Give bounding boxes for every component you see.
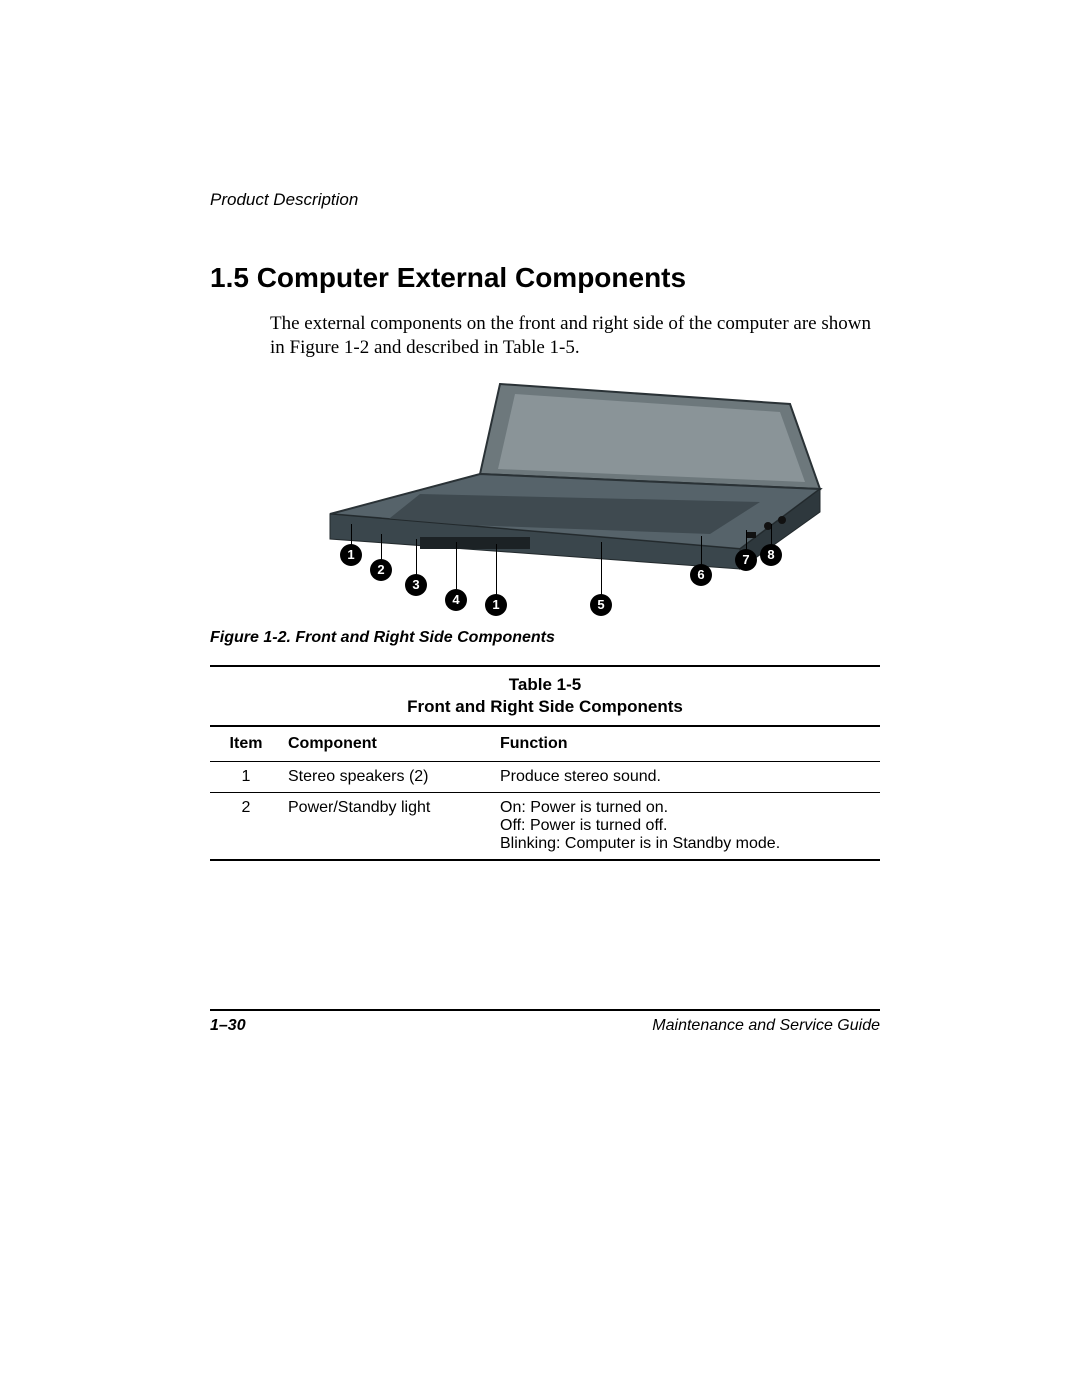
section-title: 1.5 Computer External Components [210,262,880,294]
table-number: Table 1-5 [210,667,880,697]
table-row: 2Power/Standby lightOn: Power is turned … [210,792,880,860]
callout-leader [771,524,772,546]
callout-balloon: 7 [735,549,757,571]
col-header-item: Item [210,727,282,762]
cell-component: Power/Standby light [282,792,494,860]
callout-balloon: 4 [445,589,467,611]
callout-leader [496,544,497,596]
figure-caption: Figure 1-2. Front and Right Side Compone… [210,629,880,647]
components-table: Item Component Function 1Stereo speakers… [210,727,880,861]
callout-balloon: 1 [340,544,362,566]
callout-balloon: 8 [760,544,782,566]
cell-function: Produce stereo sound. [494,761,880,792]
col-header-component: Component [282,727,494,762]
callout-balloon: 6 [690,564,712,586]
cell-item: 2 [210,792,282,860]
function-line: Blinking: Computer is in Standby mode. [500,835,874,853]
function-line: Off: Power is turned off. [500,817,874,835]
page-footer: 1–30 Maintenance and Service Guide [210,1009,880,1035]
table-title: Front and Right Side Components [210,697,880,725]
callout-leader [381,534,382,561]
cell-item: 1 [210,761,282,792]
footer-page-number: 1–30 [210,1017,246,1035]
col-header-function: Function [494,727,880,762]
running-head: Product Description [210,190,880,210]
function-line: On: Power is turned on. [500,799,874,817]
document-page: Product Description 1.5 Computer Externa… [0,0,1080,1397]
section-intro: The external components on the front and… [270,312,880,360]
callout-balloon: 1 [485,594,507,616]
figure-1-2: 123415678 [270,374,830,619]
laptop-illustration [270,374,830,619]
callout-balloon: 3 [405,574,427,596]
callout-leader [416,539,417,576]
callout-leader [701,536,702,566]
table-row: 1Stereo speakers (2) Produce stereo sound… [210,761,880,792]
callout-balloon: 5 [590,594,612,616]
callout-balloon: 2 [370,559,392,581]
callout-leader [351,524,352,546]
callout-leader [456,542,457,591]
callout-leader [601,542,602,596]
cell-function: On: Power is turned on.Off: Power is tur… [494,792,880,860]
cell-component: Stereo speakers (2) [282,761,494,792]
function-line: Produce stereo sound. [500,768,874,786]
footer-doc-title: Maintenance and Service Guide [652,1017,880,1035]
table-header-row: Item Component Function [210,727,880,762]
table-1-5: Table 1-5 Front and Right Side Component… [210,665,880,861]
footer-rule [210,1009,880,1011]
